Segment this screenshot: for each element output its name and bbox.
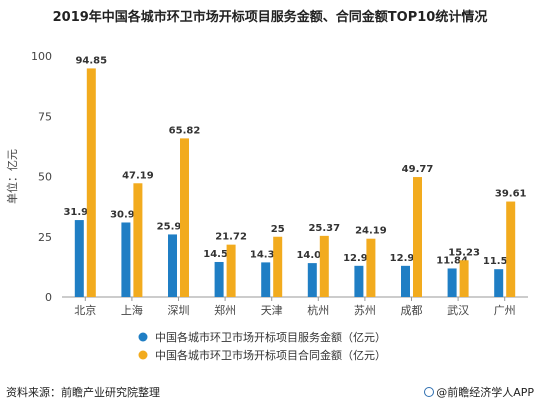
x-tick-label: 苏州 [354,304,376,317]
bar-contract-amount [459,260,469,297]
y-tick-label: 0 [45,291,52,304]
data-label-service: 14.53 [203,249,235,260]
bar-contract-amount [319,235,329,297]
bar-service-amount [447,268,457,297]
x-tick-label: 上海 [121,303,143,317]
bar-service-amount [121,222,131,297]
bar-contract-amount [506,201,516,297]
legend-marker [138,350,148,360]
x-tick-label: 广州 [494,304,516,317]
x-tick-label: 天津 [261,304,283,317]
bar-contract-amount [366,238,376,297]
data-label-contract: 39.61 [495,189,527,200]
bar-contract-amount [86,68,96,297]
legend-marker [138,332,148,342]
data-label-service: 12.93 [390,253,422,264]
x-tick-label: 武汉 [447,304,469,317]
bar-contract-amount [180,138,189,297]
data-label-contract: 15.23 [448,247,480,258]
y-axis-label: 单位：亿元 [5,149,19,204]
bar-service-amount [214,261,224,297]
data-label-contract: 94.85 [75,55,107,66]
data-label-contract: 25 [271,224,285,235]
data-label-service: 31.92 [63,207,95,218]
bar-service-amount [261,262,271,297]
data-label-service: 14.06 [296,250,328,261]
y-tick-label: 50 [38,171,52,184]
y-tick-label: 100 [31,50,52,63]
y-tick-label: 25 [38,231,52,244]
data-label-service: 11.54 [483,256,515,267]
data-label-contract: 47.19 [122,170,154,181]
data-label-contract: 21.72 [215,232,247,243]
qianzhan-logo-icon [424,387,435,397]
x-tick-label: 深圳 [168,304,190,317]
bar-service-amount [354,265,364,297]
data-label-contract: 65.82 [169,125,201,136]
x-tick-label: 杭州 [307,303,329,317]
x-tick-label: 成都 [401,304,423,317]
bar-contract-amount [273,236,283,297]
data-label-service: 30.92 [110,209,142,220]
bar-service-amount [494,269,504,297]
bar-service-amount [168,234,177,297]
data-label-contract: 25.37 [308,223,340,234]
brand-text: @前瞻经济学人APP [436,386,534,399]
data-label-contract: 24.19 [355,226,387,237]
x-tick-label: 郑州 [214,303,236,317]
x-tick-label: 北京 [74,303,96,317]
bar-service-amount [307,263,317,297]
legend-label: 中国各城市环卫市场开标项目合同金额（亿元） [155,348,386,362]
brand-credit: @前瞻经济学人APP [424,384,534,400]
legend-label: 中国各城市环卫市场开标项目服务金额（亿元） [155,330,386,344]
chart-title: 2019年中国各城市环卫市场开标项目服务金额、合同金额TOP10统计情况 [52,10,488,25]
data-label-service: 14.36 [250,249,282,260]
data-label-contract: 49.77 [402,164,434,175]
y-tick-label: 75 [38,110,52,123]
bar-contract-amount [413,177,422,297]
data-label-service: 25.96 [157,221,189,232]
data-label-service: 11.84 [436,255,468,266]
bar-contract-amount [133,183,143,297]
bar-service-amount [401,265,410,297]
bar-contract-amount [226,244,236,297]
bar-service-amount [74,220,84,297]
source-note: 资料来源：前瞻产业研究院整理 [6,386,160,399]
data-label-service: 12.94 [343,253,375,264]
